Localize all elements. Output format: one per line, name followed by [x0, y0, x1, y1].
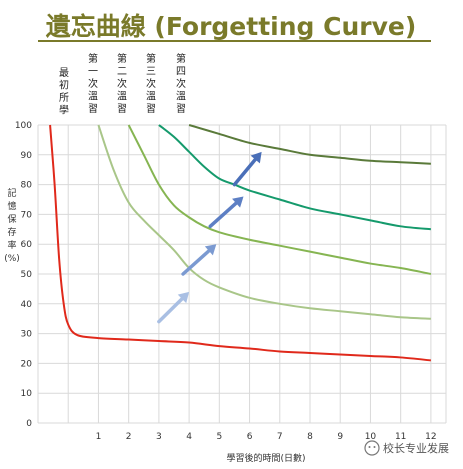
y-axis-label: 記憶保存率(%): [4, 187, 20, 264]
x-tick-labels: 1 2 3 4 5 6 7 8 9 10 11 12: [96, 432, 437, 442]
x-tick-label: 10: [365, 432, 377, 442]
y-tick-label: 90: [21, 151, 33, 161]
wechat-icon-dot: [368, 446, 371, 448]
wechat-icon: [364, 440, 380, 456]
y-tick-label: 100: [15, 121, 32, 131]
y-tick-label: 20: [21, 359, 33, 369]
arrow-head-0: [177, 291, 190, 304]
arrow-shaft-3: [232, 157, 258, 187]
series-line-1: [97, 124, 431, 320]
annotation-label: 第一次溫習: [88, 52, 98, 115]
x-tick-label: 7: [277, 432, 283, 442]
y-tick-label: 0: [26, 419, 32, 429]
chart-title: 遺忘曲線 (Forgetting Curve): [46, 12, 417, 41]
annotation-label: 最初所學: [59, 67, 69, 117]
annotation-label: 第四次溫習: [176, 52, 186, 115]
y-tick-label: 80: [21, 181, 33, 191]
x-tick-label: 12: [425, 432, 436, 442]
arrow-shaft-1: [181, 249, 211, 276]
series-line-0: [49, 124, 431, 362]
arrow-head-3: [250, 151, 262, 164]
y-tick-label: 60: [21, 240, 33, 250]
grid: [37, 124, 447, 424]
x-tick-label: 5: [216, 432, 222, 442]
arrow-shaft-2: [208, 201, 238, 229]
x-tick-label: 9: [337, 432, 343, 442]
series-line-3: [158, 124, 431, 231]
annotation-labels: 最初所學 第一次溫習 第二次溫習 第三次溫習 第四次溫習: [59, 52, 186, 117]
watermark: 校长专业发展: [364, 440, 449, 456]
x-tick-label: 1: [96, 432, 102, 442]
arrow-shaft-0: [157, 297, 184, 324]
y-tick-label: 40: [21, 300, 33, 310]
x-tick-label: 8: [307, 432, 313, 442]
annotation-label: 第二次溫習: [117, 52, 127, 115]
x-tick-label: 11: [395, 432, 406, 442]
arrow-head-2: [232, 196, 244, 208]
x-tick-label: 4: [186, 432, 192, 442]
wechat-icon-dot: [373, 446, 376, 448]
y-tick-label: 10: [21, 389, 33, 399]
y-tick-label: 30: [21, 330, 33, 340]
x-axis-label: 學習後的時間(日數): [226, 452, 305, 464]
y-axis-label-text: 記憶保存率(%): [4, 187, 20, 264]
x-tick-label: 2: [126, 432, 132, 442]
x-tick-label: 3: [156, 432, 162, 442]
arrows: [157, 151, 262, 324]
annotation-label: 第三次溫習: [146, 52, 156, 115]
series-line-4: [188, 124, 431, 165]
arrow-head-1: [204, 244, 217, 256]
y-tick-labels: 0 10 20 30 40 50 60 70 80 90 100: [15, 121, 32, 429]
y-tick-label: 70: [21, 210, 33, 220]
watermark-text: 校长专业发展: [383, 441, 449, 455]
y-tick-label: 50: [21, 270, 33, 280]
series-lines: [49, 124, 432, 362]
x-tick-label: 6: [247, 432, 253, 442]
series-line-2: [127, 124, 432, 275]
